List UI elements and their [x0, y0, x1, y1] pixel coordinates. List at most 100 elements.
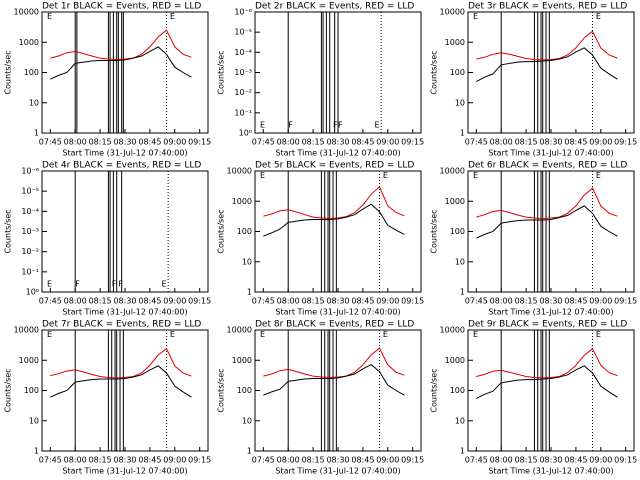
y-tick-label: 10 [242, 416, 252, 425]
y-tick-label: 10⁻⁴ [21, 207, 39, 216]
annotation: E [473, 330, 478, 339]
annotation: E [170, 12, 175, 21]
x-tick-label: 08:15 [515, 297, 538, 306]
y-tick-label: 10⁻⁵ [21, 187, 39, 196]
annotation: F [333, 120, 338, 129]
y-tick-label: 1000 [445, 38, 465, 47]
x-tick-label: 08:30 [539, 297, 562, 306]
x-axis-label: Start Time (31-Jul-12 07:40:00) [488, 149, 613, 158]
x-tick-label: 09:15 [401, 138, 424, 147]
x-tick-label: 08:30 [326, 297, 349, 306]
x-tick-label: 08:45 [351, 297, 374, 306]
annotation: E [170, 330, 175, 339]
y-axis-label: Counts/sec [430, 50, 439, 94]
x-tick-label: 07:45 [39, 456, 62, 465]
series-line [476, 205, 618, 239]
x-tick-label: 07:45 [465, 138, 488, 147]
panel-title: Det 8r BLACK = Events, RED = LLD [255, 320, 414, 330]
annotation: E [47, 12, 52, 21]
y-tick-label: 1 [460, 129, 465, 138]
x-tick-label: 08:15 [89, 297, 112, 306]
annotation: F [288, 120, 293, 129]
x-tick-label: 09:15 [614, 297, 637, 306]
x-tick-label: 07:45 [39, 297, 62, 306]
y-tick-label: 1 [247, 447, 252, 456]
x-axis-label: Start Time (31-Jul-12 07:40:00) [488, 467, 613, 476]
y-tick-label: 10⁻³ [234, 68, 252, 77]
annotation: E [473, 12, 478, 21]
annotation: E [596, 330, 601, 339]
y-tick-label: 10⁰ [239, 129, 252, 138]
y-tick-label: 100 [450, 386, 465, 395]
y-tick-label: 100 [24, 386, 39, 395]
panel-title: Det 5r BLACK = Events, RED = LLD [255, 161, 414, 171]
x-tick-label: 07:45 [252, 138, 275, 147]
y-tick-label: 10 [29, 98, 39, 107]
x-tick-label: 08:00 [277, 138, 300, 147]
series-line [476, 30, 618, 61]
annotation: E [596, 12, 601, 21]
y-axis-label: Counts/sec [430, 209, 439, 253]
y-tick-label: 10⁻¹ [234, 108, 252, 117]
x-tick-label: 08:00 [277, 456, 300, 465]
y-tick-label: 100 [450, 227, 465, 236]
x-tick-label: 08:00 [490, 297, 513, 306]
x-axis-label: Start Time (31-Jul-12 07:40:00) [275, 308, 400, 317]
x-tick-label: 08:45 [351, 456, 374, 465]
annotation: E [162, 279, 167, 288]
x-tick-label: 08:30 [113, 456, 136, 465]
panel-title: Det 1r BLACK = Events, RED = LLD [42, 2, 201, 12]
panel-title: Det 6r BLACK = Events, RED = LLD [468, 161, 627, 171]
y-tick-label: 10 [455, 416, 465, 425]
x-tick-label: 09:00 [589, 456, 612, 465]
y-tick-label: 10⁻⁶ [234, 8, 252, 17]
x-tick-label: 07:45 [465, 297, 488, 306]
annotation: E [383, 171, 388, 180]
annotation: E [47, 279, 52, 288]
series-line [476, 47, 618, 83]
x-tick-label: 08:45 [138, 456, 161, 465]
x-tick-label: 09:00 [589, 138, 612, 147]
x-tick-label: 08:00 [64, 297, 87, 306]
x-tick-label: 08:30 [539, 456, 562, 465]
x-tick-label: 09:15 [614, 138, 637, 147]
panel-title: Det 3r BLACK = Events, RED = LLD [468, 2, 627, 12]
y-axis-label: Counts/sec [217, 368, 226, 412]
y-tick-label: 1000 [232, 356, 252, 365]
annotation: E [260, 120, 265, 129]
y-tick-label: 100 [237, 386, 252, 395]
x-tick-label: 09:00 [163, 297, 186, 306]
x-tick-label: 09:00 [376, 297, 399, 306]
x-tick-label: 08:45 [138, 297, 161, 306]
annotation: E [596, 171, 601, 180]
y-tick-label: 10000 [14, 8, 39, 17]
annotation: E [260, 330, 265, 339]
y-tick-label: 10⁻³ [21, 227, 39, 236]
x-tick-label: 08:45 [138, 138, 161, 147]
y-tick-label: 10000 [227, 326, 252, 335]
y-tick-label: 10⁻⁴ [234, 48, 252, 57]
x-axis-label: Start Time (31-Jul-12 07:40:00) [62, 308, 187, 317]
y-tick-label: 10000 [227, 167, 252, 176]
annotation: E [47, 330, 52, 339]
y-axis-label: Counts/sec [4, 368, 13, 412]
y-tick-label: 10000 [440, 8, 465, 17]
panel-title: Det 7r BLACK = Events, RED = LLD [42, 320, 201, 330]
y-axis-label: Counts/sec [217, 50, 226, 94]
y-tick-label: 10000 [14, 326, 39, 335]
x-axis-label: Start Time (31-Jul-12 07:40:00) [488, 308, 613, 317]
x-tick-label: 08:30 [539, 138, 562, 147]
annotation: F [75, 279, 80, 288]
annotation: F [118, 279, 123, 288]
y-tick-label: 1 [460, 288, 465, 297]
x-tick-label: 09:00 [376, 456, 399, 465]
x-tick-label: 08:45 [564, 138, 587, 147]
y-tick-label: 10⁻⁶ [21, 167, 39, 176]
x-tick-label: 09:15 [401, 297, 424, 306]
x-tick-label: 08:30 [113, 138, 136, 147]
panel-title: Det 9r BLACK = Events, RED = LLD [468, 320, 627, 330]
annotation: E [260, 171, 265, 180]
y-tick-label: 10 [29, 416, 39, 425]
x-tick-label: 08:15 [89, 456, 112, 465]
